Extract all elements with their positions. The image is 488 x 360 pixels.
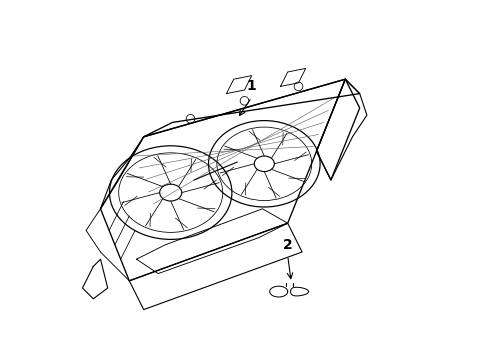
Text: 1: 1 xyxy=(246,80,256,93)
Circle shape xyxy=(186,114,194,123)
Text: 2: 2 xyxy=(282,238,292,252)
Circle shape xyxy=(294,82,302,91)
Ellipse shape xyxy=(160,184,182,201)
Circle shape xyxy=(240,96,248,105)
Ellipse shape xyxy=(254,156,274,172)
